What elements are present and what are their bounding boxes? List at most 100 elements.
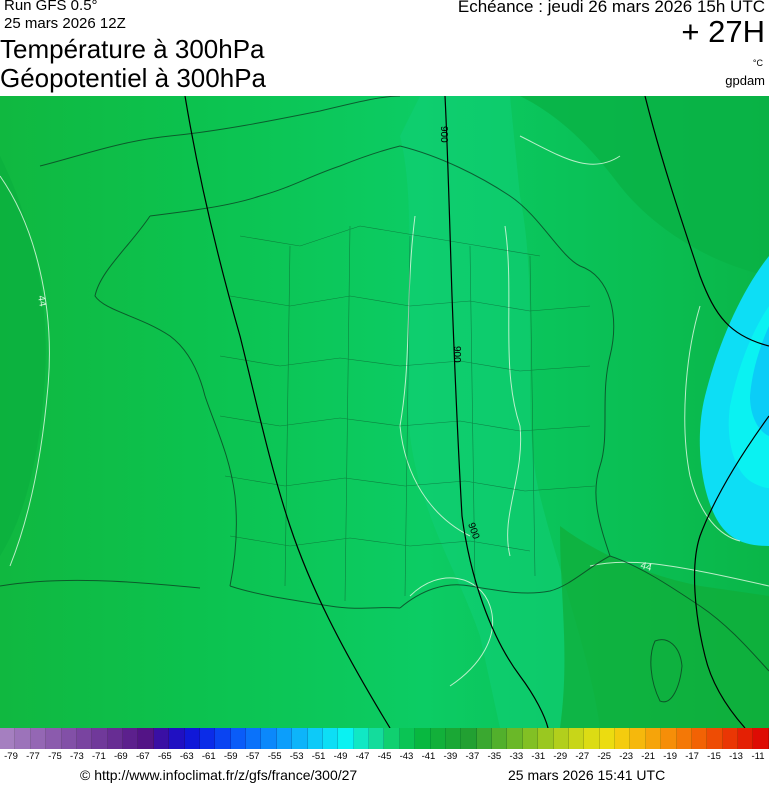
legend-tick-label: -21: [641, 751, 656, 762]
temperature-zone-west: [0, 156, 46, 556]
legend-tick-label: -57: [245, 751, 260, 762]
run-label: Run GFS 0.5°: [4, 0, 98, 14]
legend-swatch: [676, 728, 692, 749]
legend-tick-label: -59: [223, 751, 238, 762]
legend-swatch: [645, 728, 662, 749]
legend-tick-label: -53: [289, 751, 304, 762]
isotherm-se: [589, 561, 769, 587]
coastline-italy: [609, 555, 769, 672]
legend-swatch: [307, 728, 323, 749]
generation-time: 25 mars 2026 15:41 UTC: [508, 767, 666, 783]
legend-swatch: [322, 728, 339, 749]
legend-swatch: [46, 728, 62, 749]
legend-tick-label: -11: [751, 751, 765, 762]
legend-swatch: [276, 728, 293, 749]
legend-tick-label: -65: [157, 751, 172, 762]
legend-swatch: [353, 728, 369, 749]
forecast-horizon: + 27H: [681, 14, 765, 49]
color-scale-labels: -79 -77 -75 -73 -71 -69 -67 -65 -63 -61 -59 -57 -55-…: [0, 751, 769, 765]
legend-swatch: [492, 728, 508, 749]
legend-tick-label: -37: [465, 751, 480, 762]
legend-swatch: [15, 728, 31, 749]
isotherm-west: [0, 175, 50, 567]
legend-tick-label: -23: [619, 751, 634, 762]
legend-tick-label: -39: [443, 751, 458, 762]
legend-tick-label: -27: [575, 751, 590, 762]
legend-swatch: [184, 728, 200, 749]
temperature-zone-center: [400, 96, 600, 728]
legend-swatch: [261, 728, 277, 749]
coastline-iberia: [0, 579, 201, 589]
legend-swatch: [338, 728, 354, 749]
legend-tick-label: -13: [729, 751, 743, 762]
legend-swatch: [430, 728, 446, 749]
map-title-geopotential: Géopotentiel à 300hPa: [0, 63, 266, 93]
legend-tick-label: -73: [70, 751, 84, 762]
legend-swatch: [553, 728, 569, 749]
run-date: 25 mars 2026 12Z: [4, 15, 126, 32]
coastline-atlantic: [204, 395, 237, 587]
legend-tick-label: -29: [553, 751, 568, 762]
legend-swatch: [0, 728, 16, 749]
coastline-channel: [149, 145, 401, 217]
temperature-zone-se: [560, 526, 769, 728]
border-east: [399, 145, 615, 557]
legend-swatch: [661, 728, 677, 749]
isotherm-center-b: [504, 225, 522, 557]
legend-tick-label: -79: [4, 751, 18, 762]
geopotential-line-900: [444, 96, 549, 728]
legend-tick-label: -61: [201, 751, 216, 762]
legend-swatch: [568, 728, 585, 749]
legend-swatch: [107, 728, 123, 749]
legend-tick-label: -25: [597, 751, 612, 762]
legend-tick-label: -75: [48, 751, 62, 762]
legend-swatch: [76, 728, 93, 749]
legend-swatch: [522, 728, 539, 749]
forecast-valid-time: Echéance : jeudi 26 mars 2026 15h UTC: [457, 0, 765, 16]
legend-swatch: [507, 728, 523, 749]
legend-tick-label: -51: [311, 751, 326, 762]
legend-swatch: [92, 728, 108, 749]
legend-swatch: [691, 728, 708, 749]
legend-tick-label: -77: [26, 751, 40, 762]
legend-swatch: [215, 728, 231, 749]
legend-swatch: [138, 728, 154, 749]
geopotential-label-mid: 900: [451, 346, 462, 363]
isotherm-label-west: 44: [35, 295, 48, 308]
legend-swatch: [292, 728, 308, 749]
legend-swatch: [153, 728, 170, 749]
legend-swatch: [384, 728, 400, 749]
border-spain: [229, 585, 401, 609]
geopotential-line-se: [693, 415, 769, 728]
legend-swatch: [538, 728, 554, 749]
legend-swatch: [30, 728, 47, 749]
legend-tick-label: -19: [663, 751, 677, 762]
legend-swatch: [476, 728, 492, 749]
legend-tick-label: -15: [707, 751, 721, 762]
isotherm-east: [684, 305, 741, 542]
legend-swatch: [599, 728, 615, 749]
legend-tick-label: -43: [399, 751, 414, 762]
temperature-unit: °C: [752, 58, 763, 68]
isotherm-north: [519, 135, 621, 165]
geopotential-line-east: [644, 96, 769, 347]
legend-tick-label: -33: [509, 751, 524, 762]
author-credit: gpdam: [725, 73, 765, 88]
isotherm-center-a: [399, 215, 471, 537]
legend-swatch: [169, 728, 185, 749]
source-url: © http://www.infoclimat.fr/z/gfs/france/…: [80, 767, 358, 783]
legend-swatch: [369, 728, 385, 749]
legend-swatch: [230, 728, 246, 749]
legend-swatch: [123, 728, 139, 749]
legend-tick-label: -69: [113, 751, 128, 762]
coastline-brittany: [94, 215, 206, 397]
legend-swatch: [753, 728, 769, 749]
legend-swatch: [707, 728, 723, 749]
coastline-uk: [39, 96, 401, 167]
geopotential-label-north: 900: [438, 126, 449, 143]
legend-swatch: [722, 728, 738, 749]
legend-swatch: [61, 728, 77, 749]
cold-pocket-east-core: [728, 306, 769, 488]
temperature-zone-ne: [520, 96, 769, 276]
coastline-mediterranean: [399, 555, 611, 609]
